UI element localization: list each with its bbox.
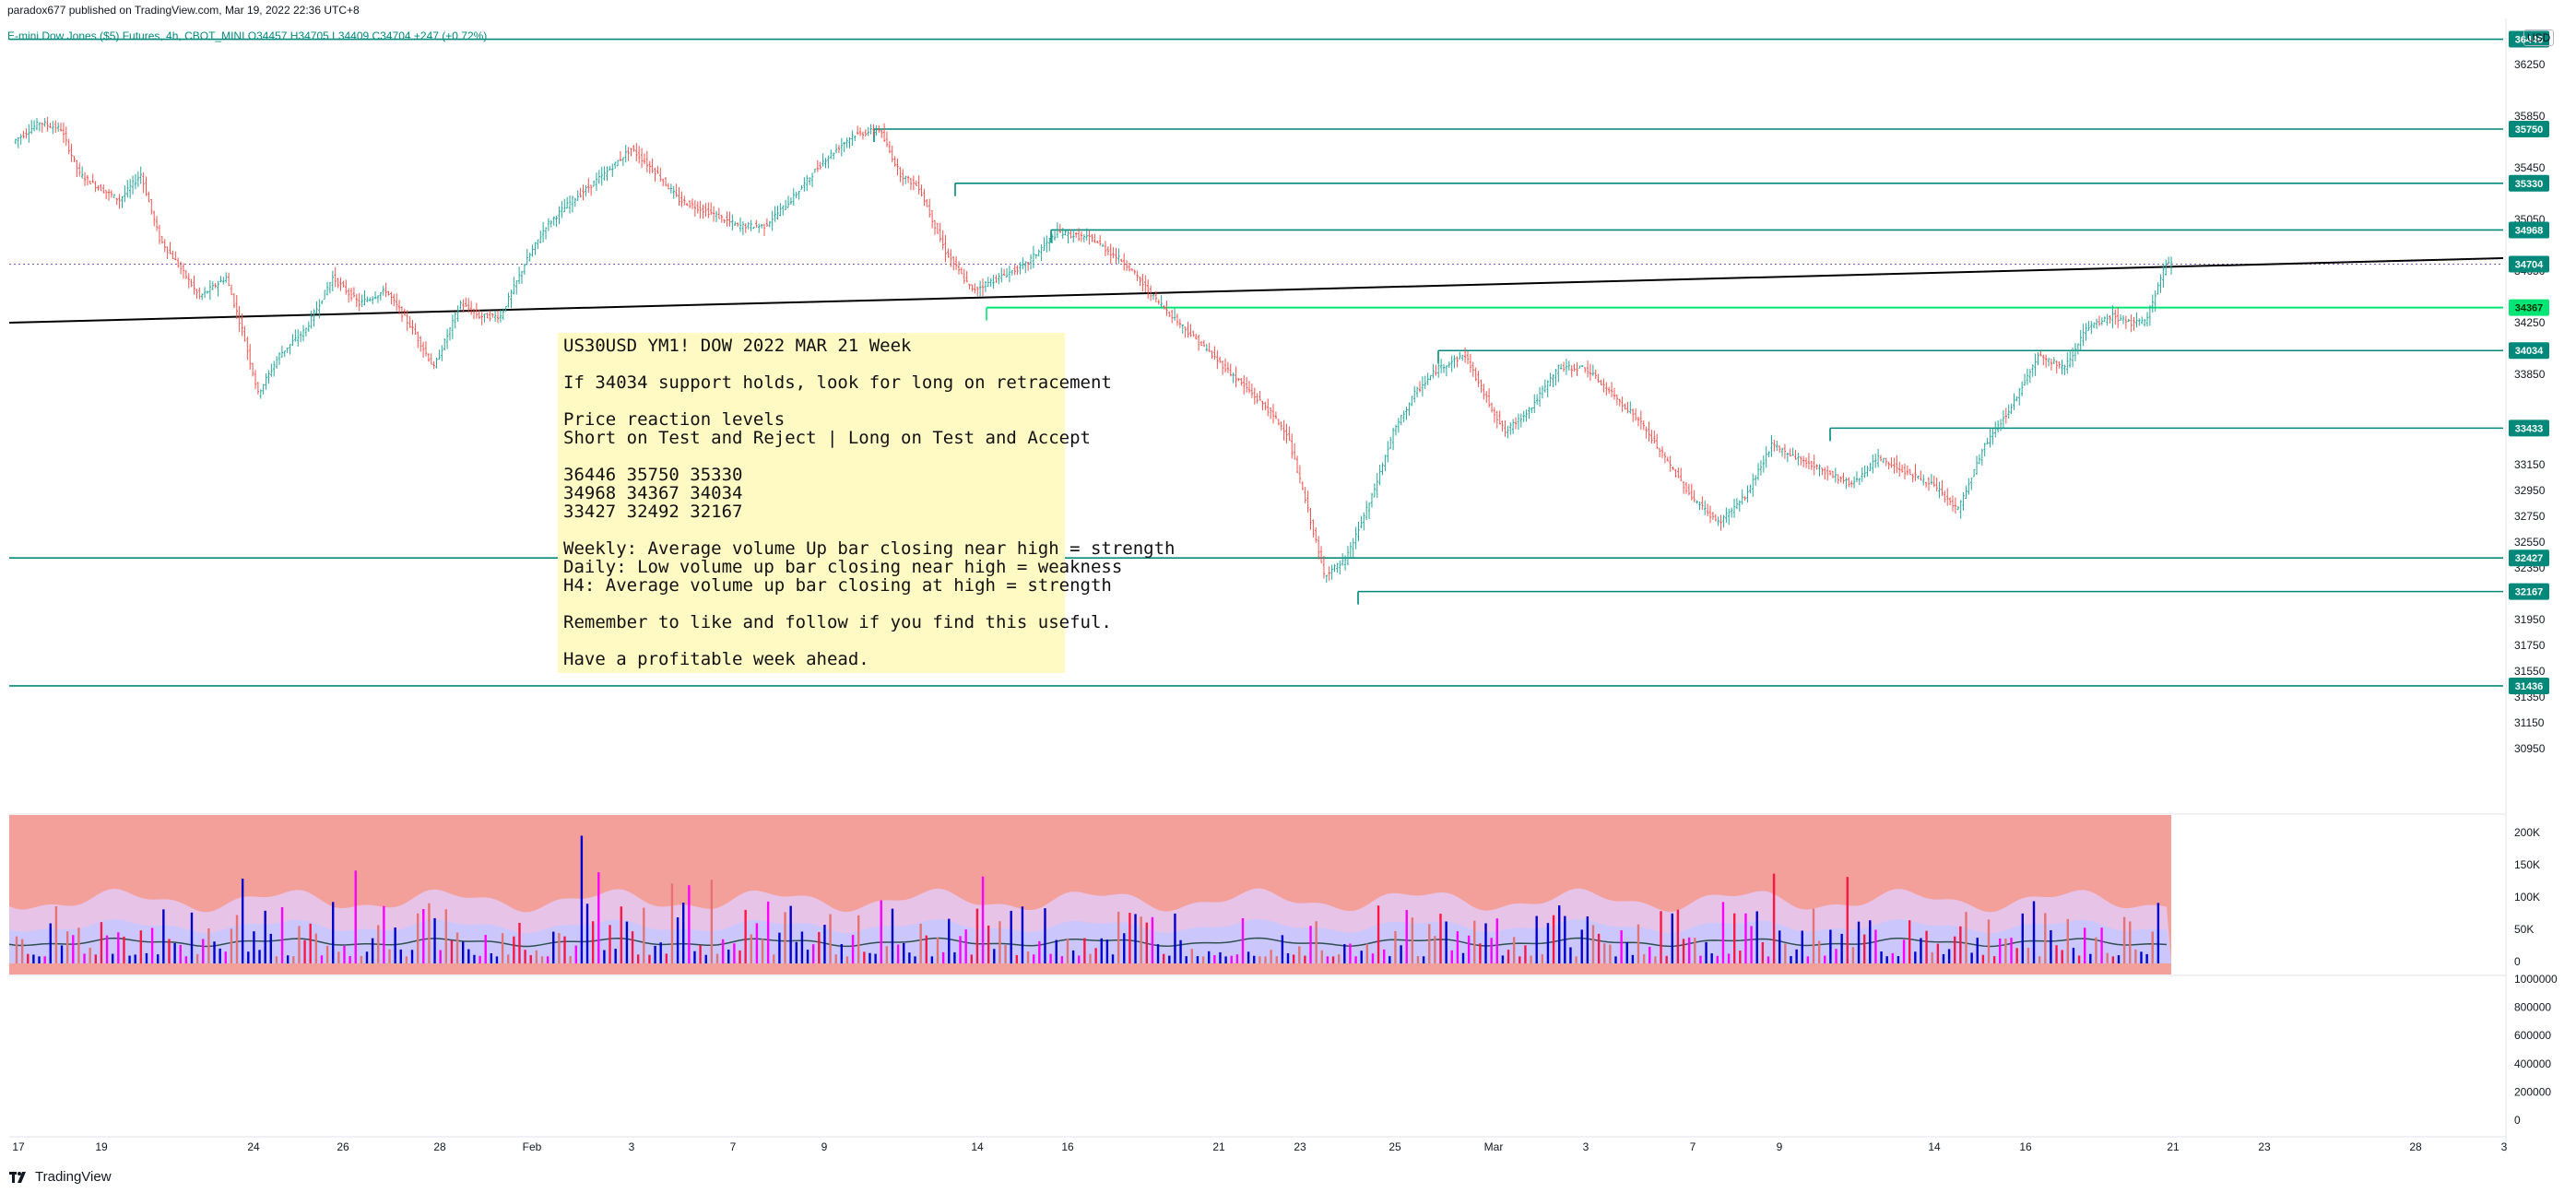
volume-tick-label: 50K bbox=[2514, 923, 2534, 936]
price-tick-label: 34250 bbox=[2514, 316, 2546, 329]
time-tick-label: 7 bbox=[1690, 1140, 1696, 1153]
volume-average-line bbox=[8, 937, 2168, 948]
price-level-tag-label: 32427 bbox=[2515, 553, 2544, 564]
time-tick-label: Mar bbox=[1484, 1140, 1504, 1153]
price-level-tag bbox=[2509, 419, 2549, 437]
price-level-tag bbox=[2509, 174, 2549, 192]
price-tick-label: 32950 bbox=[2514, 484, 2546, 497]
price-tick-label: 33850 bbox=[2514, 368, 2546, 381]
time-tick-label: 25 bbox=[1388, 1140, 1401, 1153]
volume-band-inner bbox=[9, 918, 2171, 963]
time-tick-label: 24 bbox=[247, 1140, 260, 1153]
footer-brand[interactable]: TradingView bbox=[9, 1169, 112, 1185]
price-tick-label: 35450 bbox=[2514, 161, 2546, 174]
volume-tick-label: 0 bbox=[2514, 955, 2521, 968]
price-tick-label: 36250 bbox=[2514, 58, 2546, 71]
time-tick-label: 9 bbox=[1777, 1140, 1783, 1153]
time-tick-label: 9 bbox=[821, 1140, 828, 1153]
time-tick-label: 19 bbox=[95, 1140, 108, 1153]
note-levels-row-1: 36446 35750 35330 bbox=[563, 465, 743, 485]
note-weekly: Weekly: Average volume Up bar closing ne… bbox=[563, 538, 1176, 559]
price-tick-label: 31950 bbox=[2514, 613, 2546, 626]
time-tick-label: 3 bbox=[2501, 1140, 2508, 1153]
time-tick-label: 28 bbox=[2409, 1140, 2422, 1153]
volume-tick-label: 150K bbox=[2514, 858, 2540, 871]
price-tick-label: 35850 bbox=[2514, 110, 2546, 123]
time-tick-label: 28 bbox=[433, 1140, 446, 1153]
symbol-line: E-mini Dow Jones ($5) Futures, 4h, CBOT_… bbox=[7, 30, 488, 42]
note-title: US30USD YM1! DOW 2022 MAR 21 Week bbox=[563, 336, 912, 356]
time-tick-label: Feb bbox=[523, 1140, 542, 1153]
price-level-tag bbox=[2509, 299, 2549, 316]
volume-tick-label: 100K bbox=[2514, 891, 2540, 904]
price-tick-label: 31550 bbox=[2514, 665, 2546, 678]
note-closing: Have a profitable week ahead. bbox=[563, 649, 869, 669]
price-level-tag bbox=[2509, 30, 2549, 48]
price-level-tag bbox=[2509, 121, 2549, 137]
tradingview-logo-icon bbox=[9, 1171, 26, 1183]
time-tick-label: 16 bbox=[2019, 1140, 2032, 1153]
time-tick-label: 3 bbox=[629, 1140, 635, 1153]
time-tick-label: 7 bbox=[730, 1140, 737, 1153]
time-tick-label: 14 bbox=[1928, 1140, 1941, 1153]
time-tick-label: 21 bbox=[2167, 1140, 2180, 1153]
oscillator-tick-label: 1000000 bbox=[2514, 973, 2558, 986]
price-level-tag bbox=[2509, 549, 2549, 567]
time-tick-label: 16 bbox=[1061, 1140, 1074, 1153]
analysis-note-box bbox=[558, 333, 1065, 673]
note-levels-row-2: 34968 34367 34034 bbox=[563, 483, 743, 503]
price-level-tag-label: 35330 bbox=[2515, 179, 2544, 190]
oscillator-tick-label: 400000 bbox=[2514, 1057, 2551, 1070]
time-tick-label: 17 bbox=[12, 1140, 25, 1153]
price-level-tag bbox=[2509, 677, 2549, 694]
volume-tick-label: 200K bbox=[2514, 826, 2540, 839]
price-level-tag bbox=[2509, 583, 2549, 600]
candles-group bbox=[14, 116, 2173, 584]
price-level-tag-label: 33433 bbox=[2515, 423, 2544, 434]
oscillator-tick-label: 0 bbox=[2514, 1114, 2521, 1127]
price-tick-label: 32550 bbox=[2514, 536, 2546, 549]
note-levels-title: Price reaction levels bbox=[563, 409, 786, 430]
time-tick-label: 14 bbox=[971, 1140, 984, 1153]
price-level-tag-label: 31436 bbox=[2515, 681, 2544, 692]
footer-brand-label: TradingView bbox=[35, 1169, 112, 1185]
price-level-tag-label: 34367 bbox=[2515, 303, 2544, 314]
note-h4: H4: Average volume up bar closing at hig… bbox=[563, 575, 1112, 596]
note-levels-rule: Short on Test and Reject | Long on Test … bbox=[563, 428, 1091, 448]
price-tick-label: 31150 bbox=[2514, 716, 2545, 729]
note-daily: Daily: Low volume up bar closing near hi… bbox=[563, 557, 1123, 577]
note-follow: Remember to like and follow if you find … bbox=[563, 612, 1112, 632]
oscillator-tick-label: 800000 bbox=[2514, 1001, 2551, 1014]
time-tick-label: 21 bbox=[1212, 1140, 1225, 1153]
last-price-tag-label: 34704 bbox=[2515, 259, 2544, 270]
price-tick-label: 30950 bbox=[2514, 742, 2546, 755]
price-level-tag-label: 36446 bbox=[2515, 35, 2544, 46]
last-price-tag bbox=[2509, 255, 2549, 273]
note-support: If 34034 support holds, look for long on… bbox=[563, 372, 1112, 393]
volume-bars-group bbox=[15, 835, 2160, 963]
trend-line bbox=[8, 257, 2504, 324]
time-tick-label: 3 bbox=[1583, 1140, 1589, 1153]
price-level-tag-label: 34968 bbox=[2515, 225, 2544, 236]
price-level-tag-label: 32167 bbox=[2515, 587, 2544, 598]
price-tick-label: 31750 bbox=[2514, 639, 2546, 652]
price-level-tag bbox=[2509, 221, 2549, 239]
price-level-tag-label: 34034 bbox=[2515, 346, 2544, 357]
price-level-tag bbox=[2509, 342, 2549, 360]
price-level-tag-label: 35750 bbox=[2515, 124, 2544, 136]
currency-label: USD bbox=[2523, 30, 2555, 46]
publisher-line: paradox677 published on TradingView.com,… bbox=[7, 4, 360, 17]
oscillator-tick-label: 200000 bbox=[2514, 1085, 2551, 1098]
time-tick-label: 23 bbox=[1294, 1140, 1306, 1153]
oscillator-tick-label: 600000 bbox=[2514, 1029, 2551, 1042]
price-tick-label: 33150 bbox=[2514, 458, 2546, 471]
time-tick-label: 23 bbox=[2258, 1140, 2271, 1153]
note-levels-row-3: 33427 32492 32167 bbox=[563, 502, 743, 522]
time-tick-label: 26 bbox=[337, 1140, 349, 1153]
price-tick-label: 32750 bbox=[2514, 510, 2546, 523]
